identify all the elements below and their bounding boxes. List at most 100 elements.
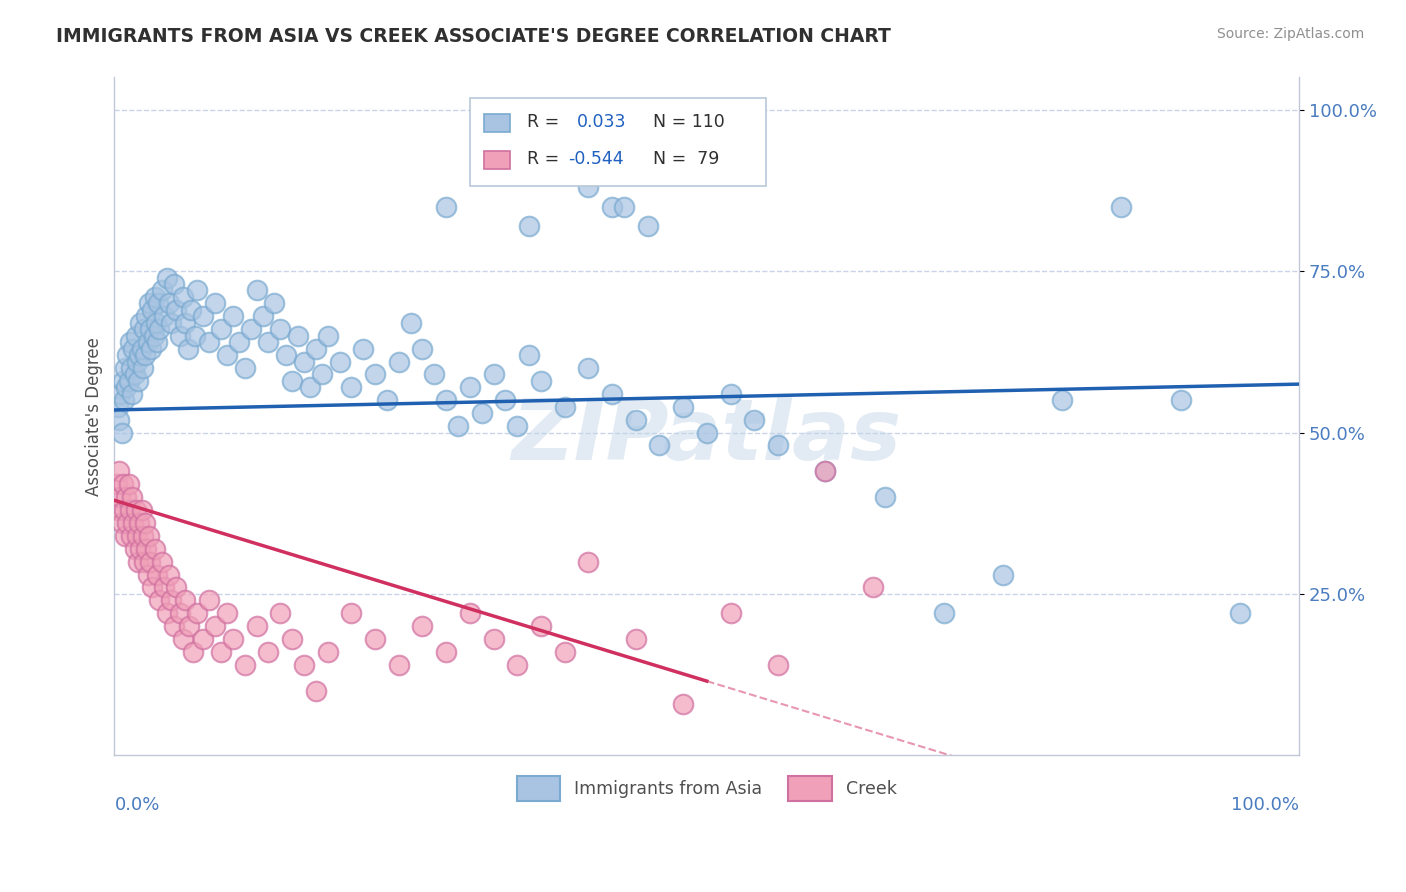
Point [1052,393,1074,408]
Point [530,619,553,633]
Point [160,593,183,607]
Point [124,541,146,556]
Point [932,607,955,621]
Point [186,607,208,621]
Point [672,400,695,414]
Point [613,200,636,214]
Point [245,619,267,633]
Point [143,541,166,556]
Point [136,567,159,582]
Point [215,348,238,362]
Point [111,477,134,491]
Text: 0.0%: 0.0% [114,796,160,814]
Point [142,328,165,343]
Point [157,296,180,310]
Point [766,657,789,672]
Text: R =: R = [527,150,560,168]
Point [388,354,411,368]
Point [174,593,197,607]
Point [110,386,132,401]
Point [122,516,145,530]
Point [148,322,170,336]
Point [117,374,139,388]
Point [172,632,194,647]
Point [193,310,215,324]
Point [411,619,433,633]
Point [209,322,232,336]
Point [155,270,177,285]
Point [180,302,202,317]
Point [120,361,142,376]
Point [139,555,162,569]
Point [215,607,238,621]
Point [115,380,138,394]
Point [624,412,647,426]
Point [305,342,328,356]
Point [138,296,160,310]
Point [165,581,187,595]
Point [150,555,173,569]
Point [128,348,150,362]
Point [110,516,132,530]
Point [530,374,553,388]
Point [114,529,136,543]
Point [132,322,155,336]
Point [263,296,285,310]
Point [257,645,280,659]
Legend: Immigrants from Asia, Creek: Immigrants from Asia, Creek [510,769,904,807]
Point [506,657,529,672]
Point [233,361,256,376]
Point [127,555,149,569]
Point [411,342,433,356]
Point [228,335,250,350]
Point [269,322,291,336]
Point [148,593,170,607]
Point [423,368,446,382]
Point [471,406,494,420]
Point [434,393,457,408]
Text: R =: R = [527,112,560,130]
Point [136,335,159,350]
Point [128,516,150,530]
Point [114,361,136,376]
Point [209,645,232,659]
Point [1170,393,1192,408]
Point [125,328,148,343]
Point [517,219,540,233]
Point [292,354,315,368]
Point [600,200,623,214]
Point [160,316,183,330]
Point [129,316,152,330]
Point [125,354,148,368]
Point [108,412,131,426]
Point [174,316,197,330]
Text: N =  79: N = 79 [654,150,720,168]
Point [434,645,457,659]
Point [139,322,162,336]
Point [107,400,129,414]
Point [554,167,576,181]
Point [121,490,143,504]
Point [141,581,163,595]
Text: -0.544: -0.544 [568,150,624,168]
Point [146,335,169,350]
Text: IMMIGRANTS FROM ASIA VS CREEK ASSOCIATE'S DEGREE CORRELATION CHART: IMMIGRANTS FROM ASIA VS CREEK ASSOCIATE'… [56,27,891,45]
Point [494,393,516,408]
Point [118,335,141,350]
FancyBboxPatch shape [484,152,510,169]
Point [482,368,505,382]
Point [576,361,599,376]
Point [121,386,143,401]
Y-axis label: Associate's Degree: Associate's Degree [86,337,103,496]
Point [672,697,695,711]
Point [517,348,540,362]
Point [434,200,457,214]
Point [186,284,208,298]
Point [177,619,200,633]
Point [153,310,176,324]
Point [107,503,129,517]
Point [281,374,304,388]
Point [135,541,157,556]
Point [742,412,765,426]
Point [163,619,186,633]
